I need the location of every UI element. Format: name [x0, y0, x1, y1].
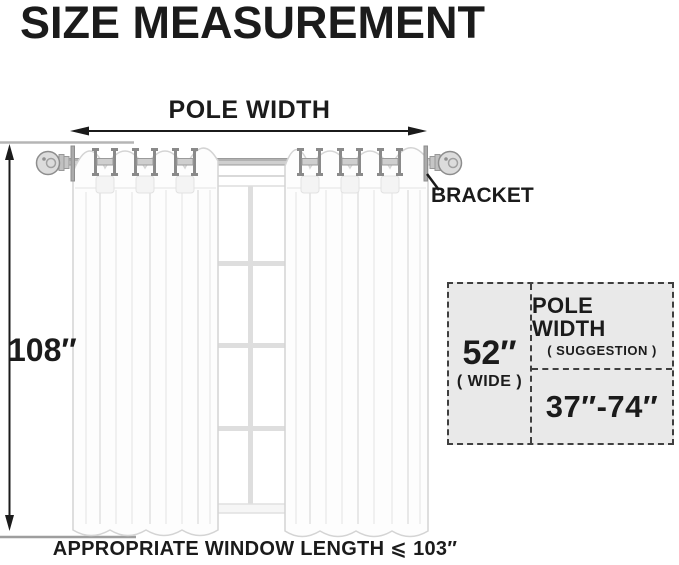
spec-panel: 52″ ( WIDE ) POLE WIDTH ( SUGGESTION ) 3… — [447, 282, 674, 445]
pole-width-cells: POLE WIDTH ( SUGGESTION ) 37″-74″ — [532, 284, 672, 443]
right-finial — [429, 150, 463, 176]
bracket-label: BRACKET — [431, 184, 534, 207]
grommets — [92, 148, 403, 194]
pole-width-title: POLE WIDTH — [532, 292, 606, 341]
pole-width-range-cell: 37″-74″ — [532, 370, 672, 443]
grommet — [337, 148, 363, 194]
left-curtain-panel — [72, 147, 219, 537]
curtain-height-label: 108″ — [8, 332, 77, 368]
height-arrow — [5, 144, 14, 531]
grommet — [377, 148, 403, 194]
grommet — [92, 148, 118, 194]
page-title: SIZE MEASUREMENT — [20, 0, 486, 48]
grommet — [172, 148, 198, 194]
pole-width-label: POLE WIDTH — [168, 96, 331, 124]
bracket-leader-line — [426, 173, 440, 191]
curtain-width-value: 52″ — [462, 333, 517, 372]
window-mullion-horizontal — [216, 426, 286, 431]
left-bracket — [70, 145, 75, 182]
pole-width-suggestion-cell: POLE WIDTH ( SUGGESTION ) — [532, 284, 672, 370]
right-curtain-panel — [284, 147, 429, 538]
left-curtain-folds — [85, 190, 211, 524]
grommet — [132, 148, 158, 194]
right-bracket — [423, 145, 428, 182]
window-sill — [205, 503, 299, 514]
pole-width-range: 37″-74″ — [545, 388, 659, 424]
window — [205, 175, 299, 514]
window-mullion-horizontal — [216, 343, 286, 348]
curtain-width-cell: 52″ ( WIDE ) — [449, 284, 532, 443]
window-mullion-horizontal — [216, 261, 286, 266]
right-curtain-folds — [295, 190, 421, 524]
pole-width-arrow — [70, 126, 427, 136]
left-finial — [35, 150, 70, 176]
curtain-width-qualifier: ( WIDE ) — [456, 373, 523, 391]
window-length-note: APPROPRIATE WINDOW LENGTH ⩽ 103″ — [52, 538, 458, 560]
pole-width-subtitle: ( SUGGESTION ) — [547, 343, 657, 359]
grommet — [297, 148, 323, 194]
